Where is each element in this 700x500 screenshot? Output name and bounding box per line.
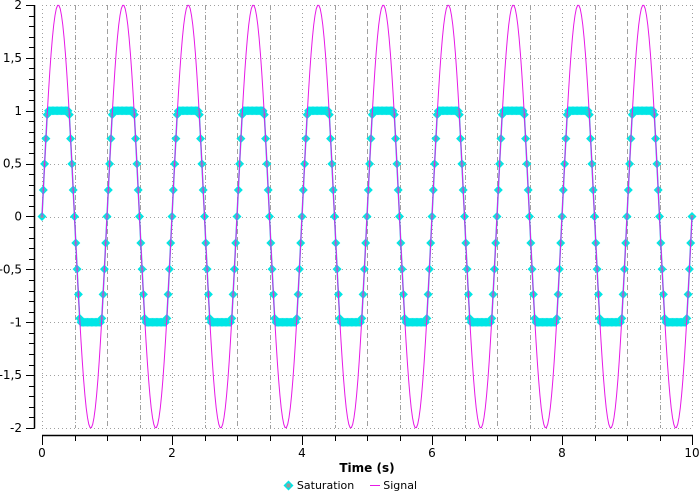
- series-saturation: [37, 4, 697, 429]
- legend-item-saturation[interactable]: Saturation: [283, 479, 354, 492]
- svg-text:1,5: 1,5: [3, 51, 22, 65]
- svg-text:2: 2: [14, 0, 22, 12]
- legend: Saturation Signal: [0, 479, 700, 492]
- svg-text:-0,5: -0,5: [0, 262, 22, 276]
- svg-text:-1: -1: [10, 315, 22, 329]
- legend-item-signal[interactable]: Signal: [370, 479, 417, 492]
- svg-text:2: 2: [168, 446, 176, 460]
- svg-text:0: 0: [14, 210, 22, 224]
- svg-text:8: 8: [558, 446, 566, 460]
- line-marker-icon: [370, 485, 381, 486]
- svg-text:-1,5: -1,5: [0, 368, 22, 382]
- x-axis-title: Time (s): [339, 461, 394, 475]
- axes: -2 -1,5 -1 -0,5 0 0,5 1 1,5 2 0 2 4 6 8 10: [0, 0, 700, 460]
- svg-text:6: 6: [428, 446, 436, 460]
- svg-text:0: 0: [38, 446, 46, 460]
- svg-text:4: 4: [298, 446, 306, 460]
- legend-label-signal: Signal: [383, 479, 418, 492]
- svg-text:10: 10: [684, 446, 699, 460]
- diamond-marker-icon: [283, 480, 294, 491]
- svg-text:0,5: 0,5: [3, 157, 22, 171]
- legend-label-saturation: Saturation: [296, 479, 355, 492]
- svg-text:-2: -2: [10, 421, 22, 435]
- svg-text:1: 1: [14, 104, 22, 118]
